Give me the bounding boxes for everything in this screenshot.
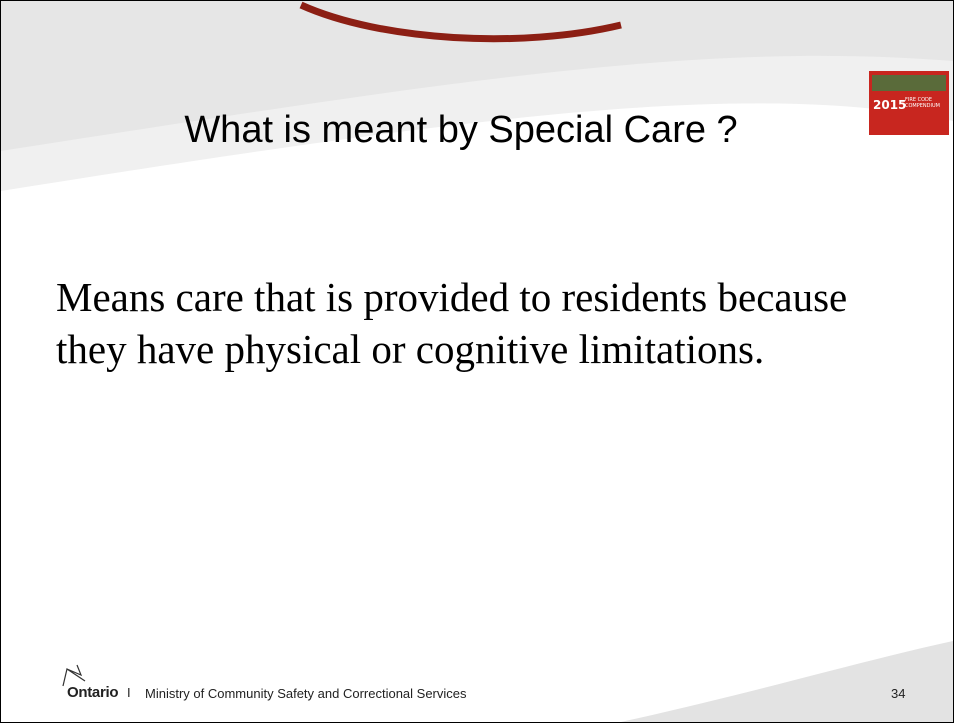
- cover-image: 2015 FIRE CODE COMPENDIUM: [869, 71, 949, 135]
- ontario-logo: [63, 665, 85, 686]
- footer-separator: I: [127, 685, 131, 700]
- footer-brand: Ontario: [67, 684, 118, 701]
- slide-body: Means care that is provided to residents…: [56, 271, 916, 375]
- body-line: Means care that is provided to residents…: [56, 271, 916, 323]
- slide: 2015 FIRE CODE COMPENDIUM What is meant …: [0, 0, 954, 723]
- cover-year: 2015: [873, 98, 906, 112]
- page-number: 34: [891, 686, 905, 701]
- cover-subtitle: FIRE CODE COMPENDIUM: [905, 97, 947, 109]
- footer-ministry: Ministry of Community Safety and Correct…: [145, 686, 467, 701]
- bottom-swoosh: [621, 641, 953, 722]
- body-line: they have physical or cognitive limitati…: [56, 323, 916, 375]
- cover-icons: [872, 75, 946, 91]
- slide-title: What is meant by Special Care ?: [61, 109, 861, 152]
